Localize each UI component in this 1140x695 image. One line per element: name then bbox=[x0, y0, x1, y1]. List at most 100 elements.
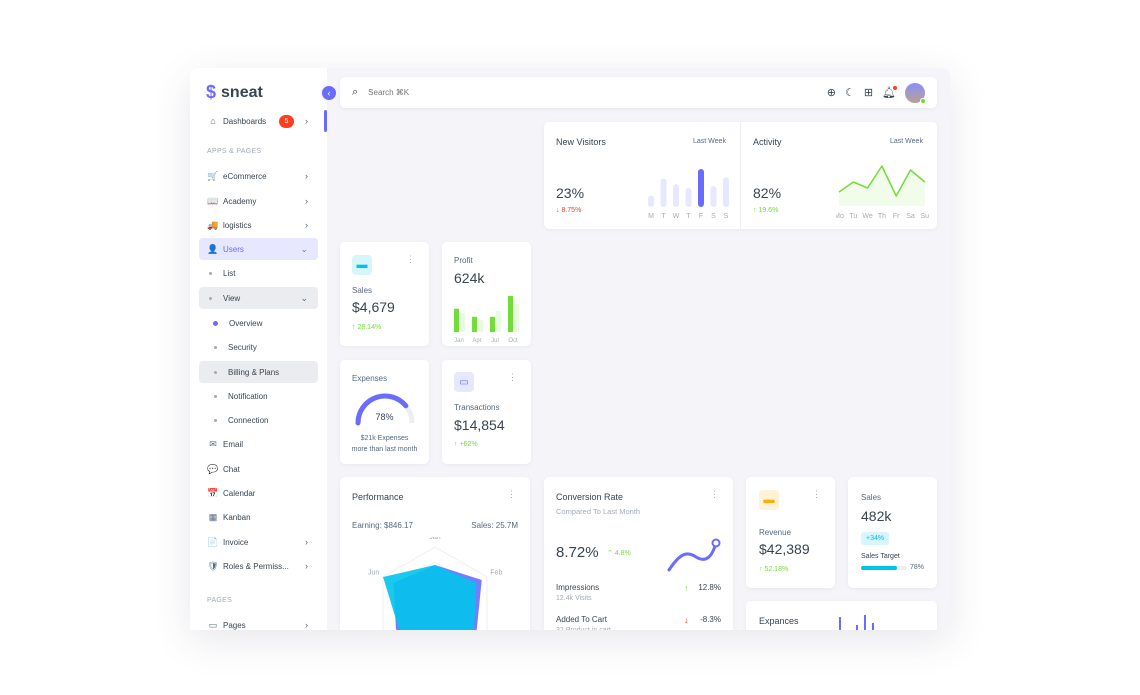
nav-icon: 📄 bbox=[207, 536, 219, 547]
profit-label: Profit bbox=[454, 256, 473, 265]
bell-icon[interactable]: 🔔︎ bbox=[882, 86, 897, 99]
transactions-label: Transactions bbox=[454, 403, 500, 412]
change-text: +62% bbox=[459, 441, 478, 448]
sales-target-value: 78% bbox=[910, 564, 925, 571]
day-label: Su bbox=[921, 213, 930, 220]
sidebar-item-billing-plans[interactable]: Billing & Plans bbox=[199, 361, 318, 383]
wallet-icon: ▬ bbox=[352, 255, 372, 275]
visitor-bar bbox=[660, 178, 667, 207]
change-text: 28.14% bbox=[357, 324, 382, 331]
change-text: 52.18% bbox=[764, 566, 789, 573]
sidebar-item-notification[interactable]: Notification bbox=[199, 385, 318, 407]
month-label: Apr bbox=[472, 338, 481, 344]
label: View bbox=[223, 293, 241, 303]
performance-card: Performance ⋮ Earning: $846.17 Sales: 25… bbox=[340, 477, 530, 630]
profit-bar bbox=[508, 296, 513, 332]
moon-icon[interactable]: ☾ bbox=[844, 87, 855, 99]
sidebar-item-connection[interactable]: Connection bbox=[199, 409, 318, 431]
revenue-value: $42,389 bbox=[759, 541, 810, 557]
sales-target-card: Sales 482k +34% Sales Target 78% bbox=[848, 477, 937, 588]
chevron-icon: › bbox=[305, 537, 308, 547]
sidebar-item-roles-permiss[interactable]: 🛡 Roles & Permiss... › bbox=[199, 555, 318, 577]
profit-card: Profit 624k Jan Apr Jul Oct bbox=[442, 242, 531, 346]
nav-icon: ✉ bbox=[209, 438, 217, 449]
sidebar-item-pages[interactable]: ▭ Pages › bbox=[199, 614, 318, 631]
sidebar-item-view[interactable]: View ⌄ bbox=[199, 287, 318, 309]
profit-bar bbox=[496, 311, 501, 332]
globe-icon[interactable]: ⊕ bbox=[826, 87, 836, 99]
sidebar-item-email[interactable]: ✉ Email bbox=[199, 433, 318, 455]
label: Chat bbox=[223, 464, 240, 474]
sidebar-item-dashboards[interactable]: ⌂ Dashboards 5 › bbox=[199, 110, 318, 132]
more-options-icon[interactable]: ⋮ bbox=[812, 489, 821, 499]
chevron-icon: › bbox=[305, 196, 308, 206]
row-sub: 12.4k Visits bbox=[556, 595, 592, 602]
day-label: S bbox=[724, 213, 729, 220]
conversion-rate-card: Conversion Rate Compared To Last Month ⋮… bbox=[544, 477, 733, 630]
visitors-value: 23% bbox=[556, 185, 585, 201]
activity-line-chart: Mo Tu We Th Fr Sa Su bbox=[836, 165, 930, 220]
profit-bar bbox=[460, 312, 465, 332]
nav-icon: 🚚 bbox=[207, 219, 219, 230]
day-label: Fr bbox=[893, 213, 900, 220]
app-window: $ sneat ⌂ Dashboards 5 › APPS & PAGES 🛒 eComm… bbox=[190, 68, 950, 630]
sales-label: Sales bbox=[352, 286, 373, 295]
sidebar-item-invoice[interactable]: 📄 Invoice › bbox=[199, 531, 318, 553]
avatar[interactable] bbox=[905, 82, 926, 104]
search-input[interactable] bbox=[368, 88, 827, 97]
bullet-icon bbox=[213, 320, 218, 326]
label: Connection bbox=[228, 415, 269, 425]
day-label: We bbox=[862, 213, 872, 220]
chevron-icon: ⌄ bbox=[300, 243, 308, 254]
row-sub: 32 Product in cart bbox=[556, 627, 611, 630]
change-text: 8.75% bbox=[561, 207, 582, 214]
chevron-icon: › bbox=[305, 561, 308, 571]
activity-period: Last Week bbox=[890, 138, 923, 145]
grid-icon[interactable]: ⊞ bbox=[863, 87, 874, 99]
sidebar-item-users[interactable]: 👤 Users ⌄ bbox=[199, 238, 318, 260]
earning-text: Earning: $846.17 bbox=[352, 521, 413, 530]
conversion-title: Conversion Rate bbox=[556, 492, 624, 502]
expenses-gauge bbox=[355, 393, 415, 426]
nav-icon: 📖 bbox=[207, 195, 219, 206]
expances-card: Expances bbox=[746, 601, 937, 630]
day-label: Mo bbox=[836, 213, 844, 220]
sidebar-item-academy[interactable]: 📖 Academy › bbox=[199, 190, 318, 212]
change-text: 4.8% bbox=[614, 550, 631, 557]
sales-change-badge: +34% bbox=[861, 532, 890, 545]
label: logistics bbox=[223, 220, 252, 230]
label: Kanban bbox=[223, 512, 251, 522]
collapse-sidebar-button[interactable]: ‹ bbox=[320, 84, 338, 102]
profit-bar bbox=[472, 316, 477, 332]
sidebar-item-ecommerce[interactable]: 🛒 eCommerce › bbox=[199, 165, 318, 187]
day-label: T bbox=[661, 213, 666, 220]
sidebar-item-chat[interactable]: 💬 Chat bbox=[199, 458, 318, 480]
sidebar-item-security[interactable]: Security bbox=[199, 336, 318, 358]
transactions-card: ▭ ⋮ Transactions $14,854 ↑ +62% bbox=[442, 360, 531, 464]
sidebar-item-kanban[interactable]: ▦ Kanban bbox=[199, 506, 318, 528]
expenses-note-2: more than last month bbox=[351, 446, 418, 453]
sidebar-item-calendar[interactable]: 📅 Calendar bbox=[199, 482, 318, 504]
more-options-icon[interactable]: ⋮ bbox=[508, 372, 517, 382]
more-options-icon[interactable]: ⋮ bbox=[406, 254, 415, 264]
sidebar-item-list[interactable]: List bbox=[199, 262, 318, 284]
profit-value: 624k bbox=[454, 270, 485, 286]
change-text: 19.6% bbox=[758, 207, 779, 214]
bullet-icon bbox=[209, 296, 212, 300]
bullet-icon bbox=[209, 271, 212, 275]
sales-value: $4,679 bbox=[352, 299, 395, 315]
section-header-apps: APPS & PAGES bbox=[207, 148, 262, 155]
sidebar-item-logistics[interactable]: 🚚 logistics › bbox=[199, 214, 318, 236]
more-options-icon[interactable]: ⋮ bbox=[710, 489, 719, 499]
up-arrow-icon: ↑ bbox=[684, 583, 689, 593]
conversion-trend-line bbox=[667, 538, 721, 572]
brand-logo[interactable]: $ sneat bbox=[206, 82, 263, 103]
sidebar-item-overview[interactable]: Overview bbox=[199, 312, 318, 334]
day-label: Th bbox=[878, 213, 886, 220]
radar-label: Jun bbox=[368, 570, 379, 577]
more-options-icon[interactable]: ⋮ bbox=[507, 489, 516, 499]
activity-line bbox=[838, 165, 926, 197]
visitor-bar bbox=[698, 169, 704, 207]
